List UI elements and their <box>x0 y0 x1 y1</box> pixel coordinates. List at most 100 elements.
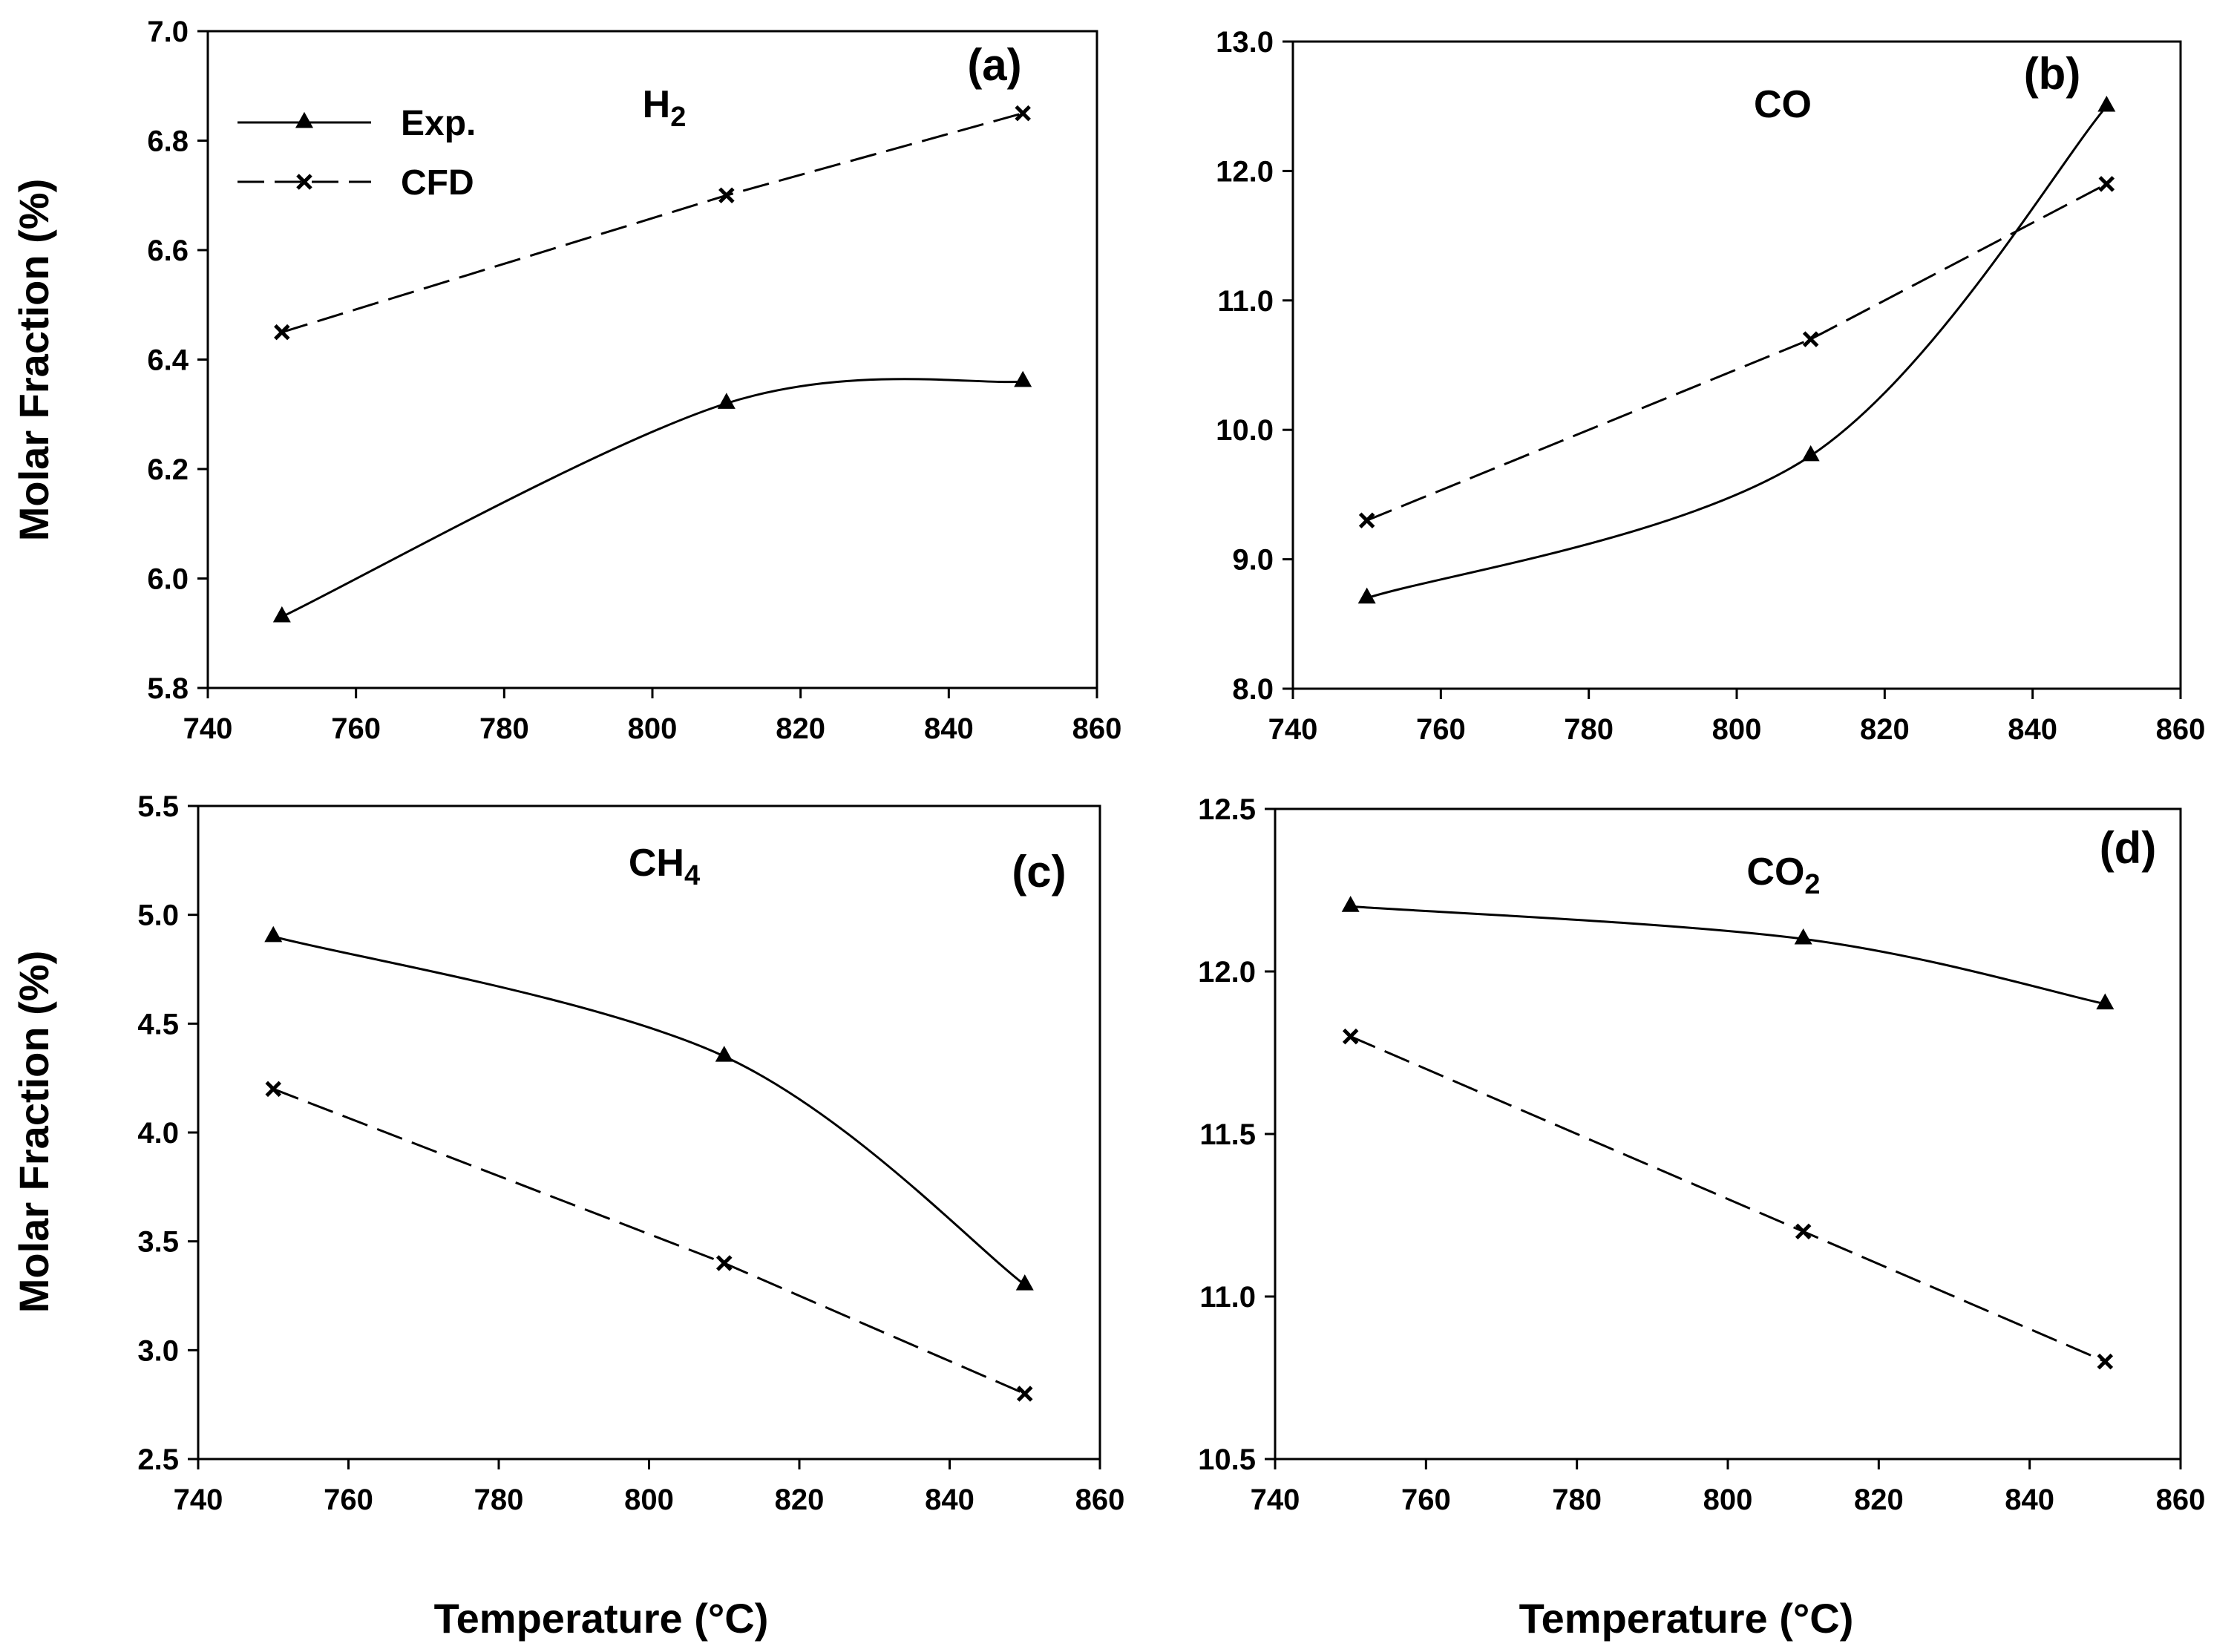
x-tick-label: 760 <box>1401 1484 1451 1516</box>
y-axis-title: Molar Fraction (%) <box>10 179 57 541</box>
species-subscript: 2 <box>1804 869 1820 900</box>
y-tick-label: 11.5 <box>1199 1118 1256 1151</box>
chart-panel-c: 740 760 780 800 820 840 860 2.5 3.0 3.5 4.0 4.5 5.0 5… <box>10 790 1124 1642</box>
y-tick-label: 6.4 <box>147 344 189 377</box>
y-tick-label: 9.0 <box>1232 544 1274 577</box>
x-tick-label: 820 <box>1854 1484 1904 1516</box>
panel-label: (b) <box>2024 49 2081 99</box>
species-label: CO <box>1754 83 1812 126</box>
data-point-exp <box>264 925 283 943</box>
legend: Exp. CFD <box>238 104 476 203</box>
x-tick-label: 840 <box>2008 713 2057 746</box>
data-point-cfd <box>718 187 735 204</box>
chart-panel-a: 740 760 780 800 820 840 860 5.8 6.0 6.2 6.4 6.6 6.8 7… <box>10 16 1121 745</box>
data-point-cfd <box>1358 512 1375 529</box>
series-line-exp <box>1366 105 2108 600</box>
y-tick-label: 12.0 <box>1198 956 1256 989</box>
x-tick-label: 860 <box>2156 1484 2206 1516</box>
species-main: CH <box>629 842 684 885</box>
series-line-cfd <box>281 112 1023 334</box>
y-tick-label: 5.0 <box>137 899 179 932</box>
data-point-exp <box>715 1046 733 1062</box>
x-tick-label: 860 <box>1072 712 1122 745</box>
legend-entry-exp: Exp. <box>238 104 476 143</box>
data-point-exp <box>1357 587 1376 604</box>
x-tick-label: 740 <box>183 712 233 745</box>
species-label: CO2 <box>1746 850 1820 900</box>
x-tick-label: 820 <box>775 1484 825 1516</box>
x-axis-title: Temperature (°C) <box>434 1595 769 1642</box>
series-line-cfd <box>272 1087 1026 1395</box>
plot-frame <box>1274 807 2182 1461</box>
x-tick-label: 740 <box>174 1484 223 1516</box>
data-point-cfd <box>274 324 290 341</box>
legend-marker-triangle <box>295 111 313 128</box>
x-tick-label: 820 <box>1860 713 1910 746</box>
data-point-cfd <box>715 1255 733 1271</box>
species-main: CO <box>1754 83 1812 126</box>
data-point-exp <box>1341 896 1360 912</box>
y-tick-label: 12.0 <box>1216 155 1274 188</box>
legend-marker-x <box>296 174 312 190</box>
species-label: H2 <box>643 83 687 133</box>
data-point-exp <box>2097 95 2116 112</box>
x-tick-label: 800 <box>628 712 678 745</box>
y-tick-label: 7.0 <box>147 16 189 48</box>
x-tick-label: 800 <box>624 1484 674 1516</box>
y-tick-label: 6.2 <box>147 453 189 486</box>
y-tick-label: 6.6 <box>147 235 189 267</box>
data-point-exp <box>717 393 736 409</box>
legend-label: CFD <box>401 163 474 203</box>
data-point-cfd <box>1342 1028 1359 1045</box>
data-point-cfd <box>1016 1386 1033 1402</box>
x-tick-label: 840 <box>924 712 974 745</box>
y-tick-label: 8.0 <box>1232 673 1274 706</box>
data-point-cfd <box>2098 176 2115 192</box>
data-point-cfd <box>1015 105 1031 122</box>
chart-panel-d: 740 760 780 800 820 840 860 10.5 11.0 11.5 12.0 12.… <box>1198 793 2205 1642</box>
species-main: H <box>643 83 671 126</box>
x-tick-label: 740 <box>1268 713 1318 746</box>
data-point-cfd <box>2097 1353 2114 1370</box>
x-tick-label: 800 <box>1712 713 1762 746</box>
series-line-exp <box>281 378 1023 618</box>
y-tick-label: 10.5 <box>1198 1443 1256 1476</box>
x-tick-label: 740 <box>1251 1484 1300 1516</box>
x-tick-label: 760 <box>324 1484 373 1516</box>
x-tick-label: 860 <box>2156 713 2206 746</box>
y-tick-label: 11.0 <box>1199 1281 1256 1314</box>
x-tick-label: 760 <box>331 712 381 745</box>
plot-frame <box>1291 40 2182 690</box>
y-tick-label: 12.5 <box>1198 793 1256 826</box>
data-point-exp <box>272 606 291 623</box>
y-tick-label: 13.0 <box>1216 26 1274 59</box>
plot-frame <box>197 804 1101 1461</box>
y-tick-label: 2.5 <box>137 1443 179 1476</box>
x-tick-label: 760 <box>1416 713 1466 746</box>
data-point-cfd <box>265 1081 282 1098</box>
species-main: CO <box>1746 850 1804 894</box>
series-line-cfd <box>1350 1035 2106 1363</box>
x-tick-label: 780 <box>1552 1484 1602 1516</box>
x-tick-label: 840 <box>925 1484 974 1516</box>
series-line-exp <box>1350 905 2106 1006</box>
y-tick-label: 4.5 <box>137 1008 179 1040</box>
data-point-exp <box>1015 1274 1034 1291</box>
panel-label: (d) <box>2100 823 2157 873</box>
y-tick-label: 3.0 <box>137 1334 179 1367</box>
y-axis-title: Molar Fraction (%) <box>10 951 57 1313</box>
legend-entry-cfd: CFD <box>238 163 474 203</box>
y-tick-label: 11.0 <box>1217 285 1274 318</box>
species-label: CH4 <box>629 842 700 891</box>
x-tick-label: 820 <box>776 712 825 745</box>
x-axis-title: Temperature (°C) <box>1519 1595 1854 1642</box>
species-subscript: 2 <box>670 102 686 133</box>
x-tick-label: 780 <box>1564 713 1614 746</box>
y-tick-label: 6.0 <box>147 563 189 596</box>
y-tick-label: 10.0 <box>1216 414 1274 447</box>
y-tick-label: 6.8 <box>147 125 189 158</box>
data-point-exp <box>1794 928 1812 945</box>
data-point-cfd <box>1802 331 1819 347</box>
x-tick-label: 780 <box>474 1484 524 1516</box>
